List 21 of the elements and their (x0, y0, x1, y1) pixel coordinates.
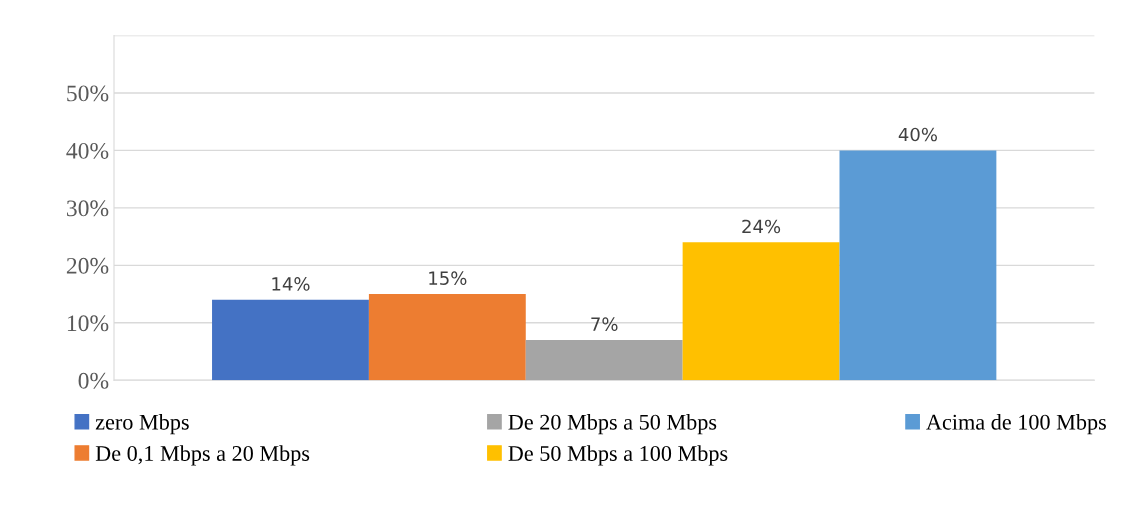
data-label: 14% (272, 277, 310, 291)
bar (525, 340, 683, 381)
legend-label: zero Mbps (95, 414, 189, 435)
bar (682, 242, 840, 381)
y-tick-label: 40% (66, 142, 109, 159)
bar (368, 294, 526, 381)
y-tick-label: 20% (66, 257, 109, 274)
legend-label: De 50 Mbps a 100 Mbps (508, 445, 728, 466)
data-label: 40% (898, 127, 937, 142)
y-tick-label: 30% (66, 200, 109, 217)
y-tick-label: 0% (78, 372, 109, 389)
legend-label: Acima de 100 Mbps (926, 414, 1106, 435)
y-tick-label: 10% (67, 315, 109, 332)
data-label: 24% (742, 219, 781, 234)
y-tick-label: 50% (67, 85, 109, 102)
legend-label: De 20 Mbps a 50 Mbps (508, 414, 717, 435)
bar (212, 299, 369, 381)
data-label: 7% (591, 317, 618, 331)
data-label: 15% (429, 271, 467, 286)
bar (839, 150, 997, 381)
legend-label: De 0,1 Mbps a 20 Mbps (95, 445, 310, 466)
